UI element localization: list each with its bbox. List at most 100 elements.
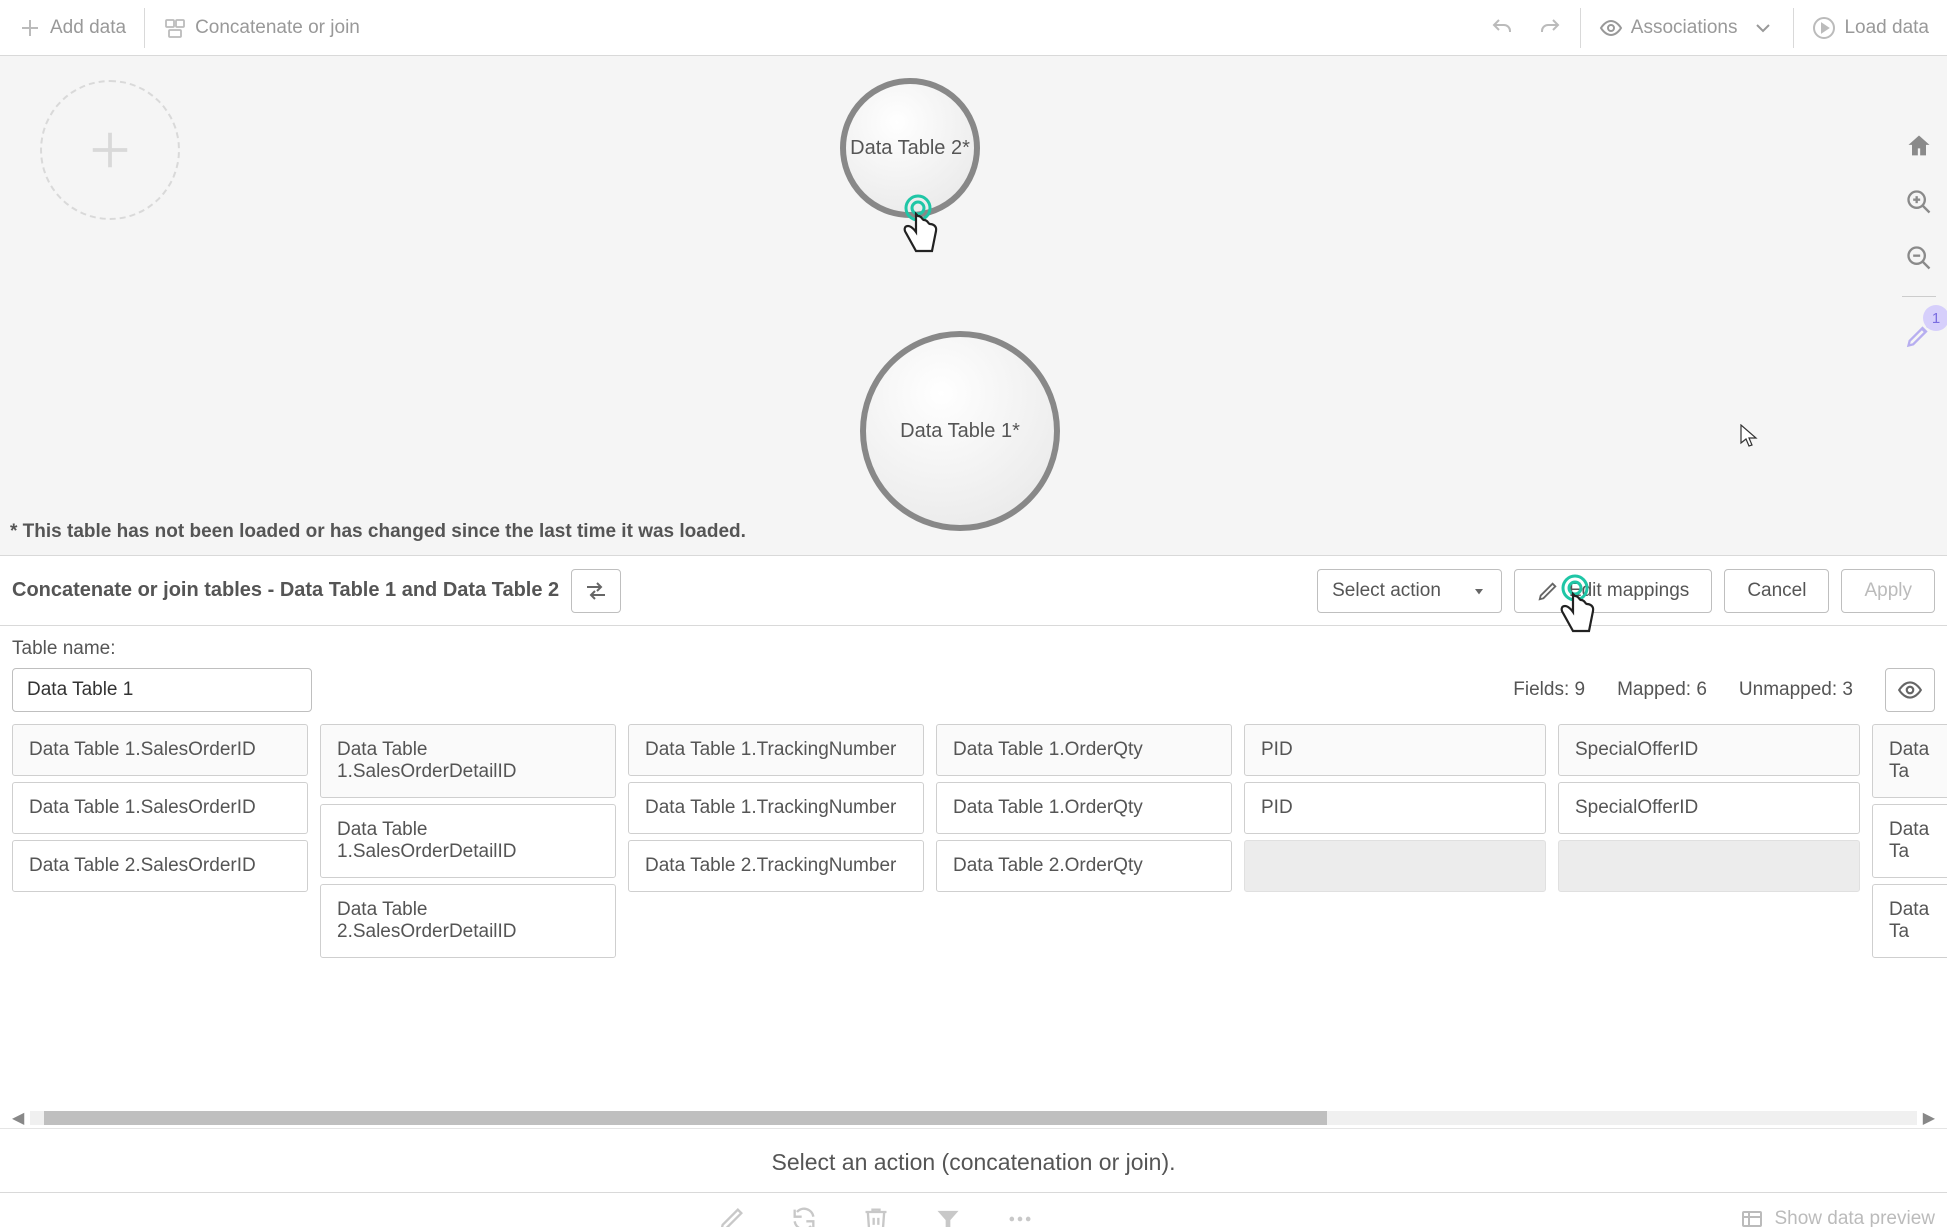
scroll-right-icon[interactable]: ▶ [1917, 1108, 1941, 1128]
table-node-data-table-2[interactable]: Data Table 2* [840, 78, 980, 218]
horizontal-scrollbar[interactable]: ◀ ▶ [0, 1108, 1947, 1128]
apply-button[interactable]: Apply [1841, 569, 1935, 613]
add-table-placeholder[interactable] [40, 80, 180, 220]
mapping-meta: Table name: Fields: 9 Mapped: 6 Unmapped… [0, 626, 1947, 712]
undo-icon [1490, 16, 1514, 40]
mapping-column-header[interactable]: Data Ta [1872, 724, 1947, 798]
plus-icon [87, 127, 133, 173]
load-data-button[interactable]: Load data [1802, 10, 1939, 46]
recommendations-count-badge: 1 [1923, 305, 1947, 331]
mapping-cell[interactable]: Data Ta [1872, 804, 1947, 878]
chevron-down-icon [1751, 16, 1775, 40]
plus-icon [18, 16, 42, 40]
canvas-side-tools: 1 [1899, 126, 1939, 355]
redo-icon [1538, 16, 1562, 40]
mapped-count: Mapped: 6 [1617, 679, 1707, 701]
scroll-left-icon[interactable]: ◀ [6, 1108, 30, 1128]
mapping-cell[interactable]: PID [1244, 782, 1546, 834]
toolbar-right: Associations Load data [1480, 8, 1939, 48]
table-node-label: Data Table 1* [900, 420, 1020, 443]
undo-button[interactable] [1480, 10, 1524, 46]
select-action-dropdown[interactable]: Select action [1317, 569, 1502, 613]
mapping-column: PID PID [1244, 724, 1546, 958]
table-node-data-table-1[interactable]: Data Table 1* [860, 331, 1060, 531]
mapping-column: Data Table 1.SalesOrderID Data Table 1.Sa… [12, 724, 308, 958]
mapping-cell[interactable]: Data Table 1.TrackingNumber [628, 782, 924, 834]
mapping-column-header[interactable]: SpecialOfferID [1558, 724, 1860, 776]
show-data-preview-label: Show data preview [1774, 1208, 1935, 1227]
mapping-column: SpecialOfferID SpecialOfferID [1558, 724, 1860, 958]
zoom-in-button[interactable] [1899, 182, 1939, 222]
unmapped-count: Unmapped: 3 [1739, 679, 1853, 701]
edit-mappings-button[interactable]: Edit mappings [1514, 569, 1712, 613]
mapping-cell[interactable]: Data Table 2.SalesOrderDetailID [320, 884, 616, 958]
refresh-icon[interactable] [790, 1205, 818, 1227]
table-icon [1740, 1207, 1764, 1227]
load-data-label: Load data [1844, 17, 1929, 39]
swap-tables-button[interactable] [571, 569, 621, 613]
mapping-cell[interactable] [1244, 840, 1546, 892]
show-data-preview-button[interactable]: Show data preview [1740, 1207, 1935, 1227]
merge-icon [163, 16, 187, 40]
mapping-column-header[interactable]: Data Table 1.OrderQty [936, 724, 1232, 776]
cancel-button[interactable]: Cancel [1724, 569, 1829, 613]
pencil-icon [1537, 580, 1559, 602]
mapping-cell[interactable] [1558, 840, 1860, 892]
mapping-column: Data Table 1.SalesOrderDetailIDData Tabl… [320, 724, 616, 958]
data-model-canvas[interactable]: Data Table 2* Data Table 1* * This table… [0, 56, 1947, 556]
field-mappings-grid: Data Table 1.SalesOrderIDData Table 1.Sa… [0, 712, 1947, 958]
scroll-track[interactable] [30, 1111, 1916, 1125]
scroll-thumb[interactable] [44, 1111, 1327, 1125]
mapping-column: Data Table 1.TrackingNumber Data Table 1.… [628, 724, 924, 958]
mapping-column: Data Table 1.OrderQty Data Table 1.OrderQ… [936, 724, 1232, 958]
recommendations-button[interactable]: 1 [1899, 315, 1939, 355]
add-data-button[interactable]: Add data [8, 10, 136, 46]
trash-icon[interactable] [862, 1205, 890, 1227]
table-name-input[interactable] [12, 668, 312, 712]
edit-mappings-label: Edit mappings [1569, 580, 1689, 602]
mapping-cell[interactable]: Data Table 1.OrderQty [936, 782, 1232, 834]
mapping-column-header[interactable]: Data Table 1.SalesOrderDetailID [320, 724, 616, 798]
top-toolbar: Add data Concatenate or join Association [0, 0, 1947, 56]
concatenate-join-label: Concatenate or join [195, 17, 360, 39]
canvas-footnote: * This table has not been loaded or has … [10, 521, 746, 543]
mapping-column-header[interactable]: Data Table 1.TrackingNumber [628, 724, 924, 776]
toolbar-left: Add data Concatenate or join [8, 8, 370, 48]
cancel-label: Cancel [1747, 580, 1806, 602]
redo-button[interactable] [1528, 10, 1572, 46]
edit-icon[interactable] [718, 1205, 746, 1227]
bottom-toolbar: Show data preview [0, 1192, 1947, 1227]
concatenate-join-button[interactable]: Concatenate or join [153, 10, 370, 46]
concat-join-action-bar: Concatenate or join tables - Data Table … [0, 556, 1947, 626]
eye-icon [1897, 677, 1923, 703]
zoom-out-button[interactable] [1899, 238, 1939, 278]
mapping-cell[interactable]: Data Table 2.SalesOrderID [12, 840, 308, 892]
mapping-cell[interactable]: Data Table 2.OrderQty [936, 840, 1232, 892]
table-name-label: Table name: [12, 638, 1935, 660]
action-bar-title: Concatenate or join tables - Data Table … [12, 579, 559, 602]
mapping-cell[interactable]: SpecialOfferID [1558, 782, 1860, 834]
more-icon[interactable] [1006, 1205, 1034, 1227]
instruction-text: Select an action (concatenation or join)… [0, 1128, 1947, 1192]
mapping-cell[interactable]: Data Table 1.SalesOrderDetailID [320, 804, 616, 878]
filter-icon[interactable] [934, 1205, 962, 1227]
select-action-label: Select action [1332, 580, 1441, 602]
mapping-column-header[interactable]: PID [1244, 724, 1546, 776]
mapping-cell[interactable]: Data Ta [1872, 884, 1947, 958]
mapping-column: Data TaData TaData Ta [1872, 724, 1947, 958]
associations-label: Associations [1631, 17, 1738, 39]
toolbar-separator [1580, 8, 1581, 48]
toolbar-separator [1793, 8, 1794, 48]
cursor-icon [1740, 424, 1758, 453]
add-data-label: Add data [50, 17, 126, 39]
toolbar-separator [144, 8, 145, 48]
play-circle-icon [1812, 16, 1836, 40]
mapping-cell[interactable]: Data Table 2.TrackingNumber [628, 840, 924, 892]
apply-label: Apply [1864, 580, 1912, 602]
associations-dropdown[interactable]: Associations [1589, 10, 1786, 46]
fields-count: Fields: 9 [1513, 679, 1585, 701]
mapping-column-header[interactable]: Data Table 1.SalesOrderID [12, 724, 308, 776]
toggle-preview-button[interactable] [1885, 668, 1935, 712]
home-button[interactable] [1899, 126, 1939, 166]
mapping-cell[interactable]: Data Table 1.SalesOrderID [12, 782, 308, 834]
